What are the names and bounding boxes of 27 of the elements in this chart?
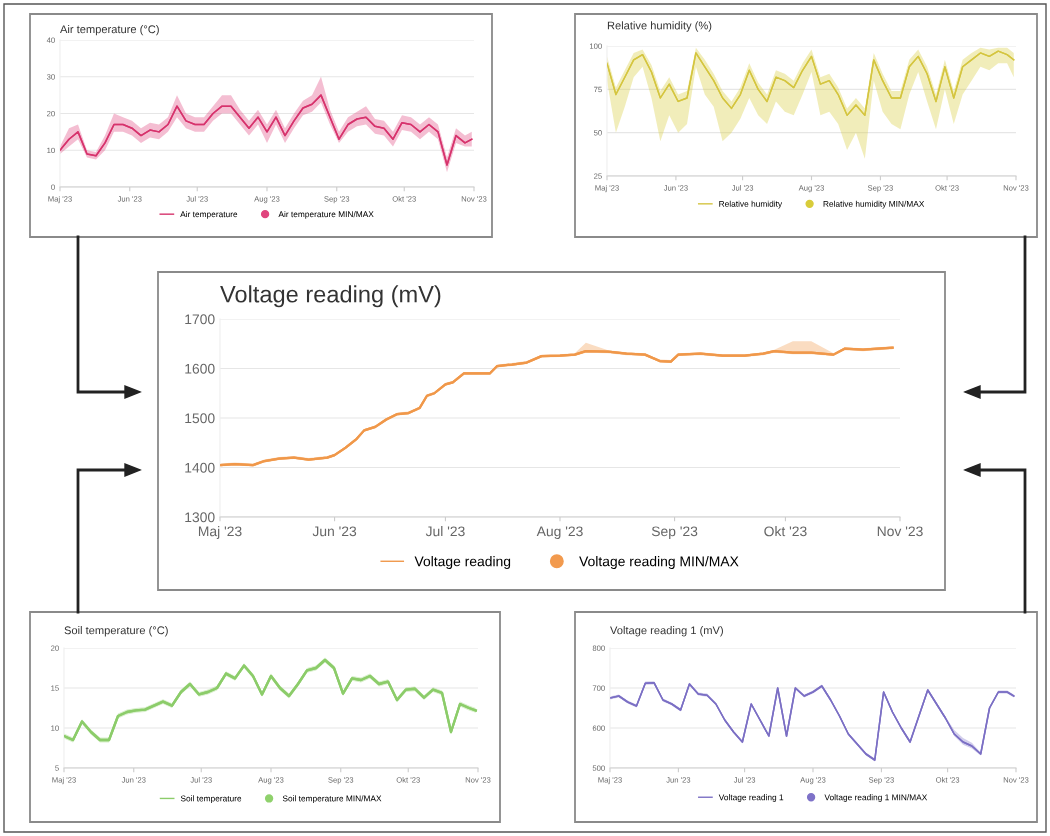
legend-label: Relative humidity xyxy=(719,200,783,209)
y-tick-label: 1600 xyxy=(185,363,215,374)
legend-label: Voltage reading 1 xyxy=(718,794,784,802)
legend-label: Voltage reading xyxy=(414,556,511,570)
x-tick-label: Okt '23 xyxy=(764,526,807,537)
y-tick-label: 1500 xyxy=(185,413,215,424)
chart-title: Relative humidity (%) xyxy=(607,21,712,32)
y-tick-label: 1700 xyxy=(185,314,215,325)
legend-label: Soil temperature MIN/MAX xyxy=(282,795,382,804)
x-tick-label: Maj '23 xyxy=(198,526,242,539)
y-tick-label: 1400 xyxy=(185,462,215,473)
legend-label: Soil temperature xyxy=(180,795,242,804)
chart-title: Voltage reading (mV) xyxy=(220,285,441,308)
chart-title: Air temperature (°C) xyxy=(60,25,159,36)
legend-label: Air temperature MIN/MAX xyxy=(278,211,374,219)
x-tick-label: Nov '23 xyxy=(877,526,923,537)
x-tick-label: Jun '23 xyxy=(312,526,357,537)
x-tick-label: Jul '23 xyxy=(425,526,465,537)
x-tick-label: Aug '23 xyxy=(536,526,583,539)
y-tick-label: 1300 xyxy=(185,512,215,523)
x-tick-label: Sep '23 xyxy=(651,526,698,539)
legend-label: Relative humidity MIN/MAX xyxy=(823,200,925,209)
chart-title: Soil temperature (°C) xyxy=(64,626,168,637)
legend-label: Voltage reading MIN/MAX xyxy=(579,556,739,570)
chart-title: Voltage reading 1 (mV) xyxy=(610,626,723,637)
legend-label: Voltage reading 1 MIN/MAX xyxy=(824,794,928,802)
legend-label: Air temperature xyxy=(180,211,238,219)
